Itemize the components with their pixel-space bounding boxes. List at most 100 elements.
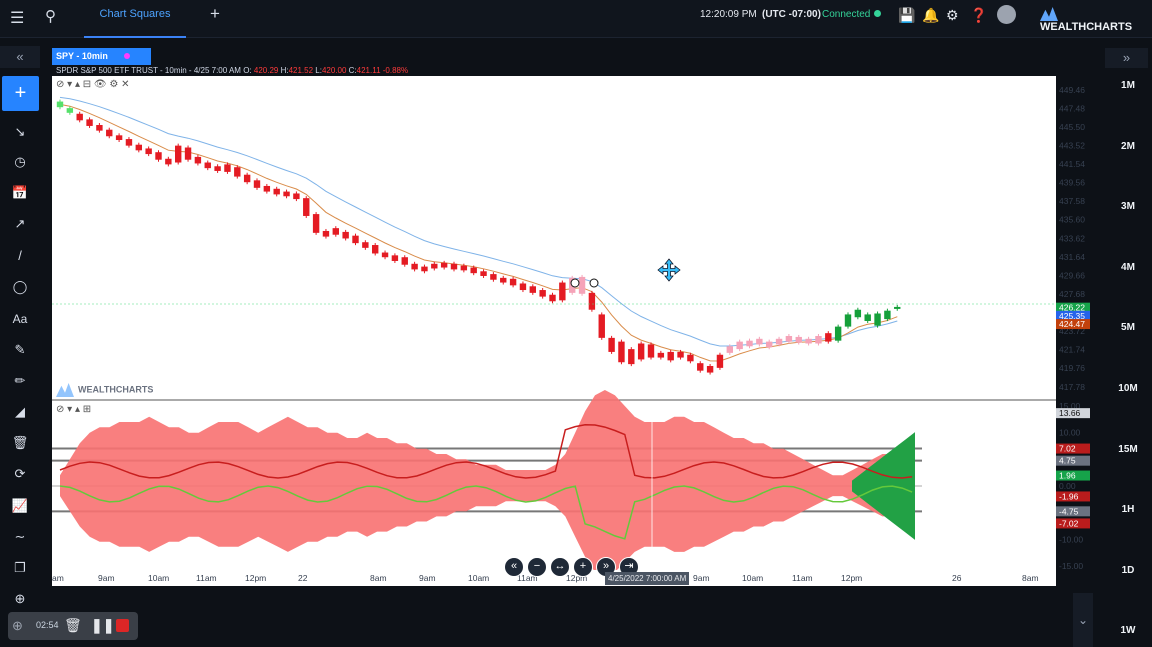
candle bbox=[736, 341, 743, 350]
line-icon[interactable]: / bbox=[18, 248, 22, 263]
timeframe-1h[interactable]: 1H bbox=[1121, 504, 1135, 516]
scroll-left-button[interactable]: « bbox=[504, 557, 524, 577]
trend-icon[interactable]: ↗ bbox=[14, 216, 26, 231]
candle bbox=[677, 351, 684, 358]
calendar-icon[interactable]: 📅 bbox=[11, 185, 29, 200]
price-tick: 441.54 bbox=[1059, 159, 1085, 169]
candle bbox=[194, 156, 202, 164]
ema-orange-line bbox=[59, 103, 898, 362]
avatar[interactable] bbox=[997, 5, 1016, 24]
clock-icon[interactable]: ◷ bbox=[14, 154, 26, 169]
menu-icon[interactable]: ☰ bbox=[10, 10, 25, 27]
timeframe-10m[interactable]: 10M bbox=[1118, 383, 1138, 394]
indicator-icon[interactable]: ↘ bbox=[14, 124, 26, 139]
recorder-trash-icon[interactable]: 🗑 bbox=[64, 617, 82, 633]
chart-plot[interactable]: ⊘ ▾ ▴ ⊟ 👁 ⚙ ✕ WEALTHCHARTS ⊘ ▾ ▴ ⊞ bbox=[52, 76, 1056, 578]
shapes-icon[interactable]: ◯ bbox=[12, 279, 28, 294]
search-icon[interactable]: ⚲ bbox=[45, 8, 56, 25]
fit-button[interactable]: ↔ bbox=[550, 557, 570, 577]
candle bbox=[844, 314, 852, 327]
collapse-left-icon[interactable]: « bbox=[0, 46, 40, 68]
trash-icon[interactable]: 🗑 bbox=[11, 435, 29, 450]
clock: 12:20:09 PM bbox=[700, 9, 757, 20]
target-icon[interactable]: ⊕ bbox=[14, 591, 26, 606]
candle bbox=[175, 145, 182, 163]
watermark-logo: WEALTHCHARTS bbox=[56, 383, 153, 397]
candle bbox=[529, 286, 536, 293]
chart-line-icon[interactable]: 📈 bbox=[11, 498, 29, 513]
symbol-color-dot-icon bbox=[123, 53, 130, 59]
timeframe-panel bbox=[1103, 46, 1152, 647]
candle bbox=[854, 309, 862, 318]
copy-icon[interactable]: ❐ bbox=[14, 560, 26, 575]
candle bbox=[125, 139, 133, 146]
candle bbox=[618, 341, 625, 363]
time-tick: 12pm bbox=[841, 573, 862, 583]
timeframe-3m[interactable]: 3M bbox=[1121, 201, 1135, 213]
wave-icon[interactable]: ∼ bbox=[14, 529, 26, 544]
candle bbox=[135, 144, 142, 151]
collapse-right-icon[interactable]: » bbox=[1105, 48, 1148, 68]
connection-status: Connected bbox=[822, 9, 882, 20]
candle bbox=[706, 365, 714, 373]
time-tick: 12pm bbox=[566, 573, 587, 583]
add-drawing-button[interactable]: + bbox=[2, 76, 39, 111]
candle bbox=[381, 252, 389, 258]
timeframe-4m[interactable]: 4M bbox=[1121, 261, 1135, 273]
chart-svg[interactable] bbox=[52, 76, 1056, 578]
close-label: C: bbox=[348, 66, 357, 75]
ruler-icon[interactable]: ✏ bbox=[14, 373, 26, 388]
text-icon[interactable]: Aa bbox=[12, 312, 28, 326]
chart-controls[interactable]: ⊘ ▾ ▴ ⊟ 👁 ⚙ ✕ bbox=[56, 79, 130, 90]
pencil-icon[interactable]: ✎ bbox=[14, 342, 26, 357]
symbol-tab[interactable]: SPY - 10min bbox=[52, 48, 151, 65]
timeframe-5m[interactable]: 5M bbox=[1121, 322, 1135, 334]
timeframe-1m[interactable]: 1M bbox=[1121, 80, 1135, 91]
connection-label: Connected bbox=[822, 9, 871, 20]
candle bbox=[667, 351, 674, 361]
time-tick: 8am bbox=[1022, 573, 1039, 583]
candle bbox=[293, 193, 300, 200]
time-tick: 9am bbox=[419, 573, 436, 583]
drawing-handle-left[interactable] bbox=[570, 278, 580, 288]
osc-tick: -15.00 bbox=[1059, 561, 1083, 570]
candle bbox=[815, 335, 822, 344]
price-tick: 439.56 bbox=[1059, 178, 1085, 188]
candle bbox=[775, 338, 783, 345]
gear-icon[interactable]: ⚙ bbox=[946, 7, 959, 23]
save-icon[interactable]: 💾 bbox=[898, 7, 916, 23]
candle bbox=[766, 341, 773, 348]
osc-controls[interactable]: ⊘ ▾ ▴ ⊞ bbox=[56, 404, 92, 415]
move-icon[interactable] bbox=[657, 258, 681, 282]
timeframe-2m[interactable]: 2M bbox=[1121, 140, 1135, 152]
measure-icon[interactable]: ◢ bbox=[15, 404, 25, 419]
candle bbox=[785, 335, 793, 342]
bell-icon[interactable]: 🔔 bbox=[922, 7, 940, 23]
recorder-stop-button[interactable] bbox=[116, 619, 129, 632]
candle bbox=[253, 180, 261, 188]
timeframe-1d[interactable]: 1D bbox=[1121, 564, 1135, 576]
timeframe-15m[interactable]: 15M bbox=[1118, 443, 1138, 455]
tab-chart-squares[interactable]: Chart Squares bbox=[84, 0, 186, 38]
recorder-pause-icon[interactable]: ❚❚ bbox=[91, 617, 115, 633]
ohlc-info: SPDR S&P 500 ETF TRUST - 10min - 4/25 7:… bbox=[56, 66, 408, 75]
candle bbox=[884, 310, 891, 320]
price-tick: 417.78 bbox=[1059, 382, 1085, 392]
zoom-out-button[interactable]: − bbox=[527, 557, 547, 577]
osc-badge bbox=[1056, 455, 1090, 466]
candle bbox=[421, 266, 428, 272]
scroll-down-icon[interactable]: ⌄ bbox=[1073, 593, 1093, 647]
add-tab-button[interactable]: + bbox=[210, 4, 220, 23]
zoom-in-button[interactable]: + bbox=[573, 557, 593, 577]
drawing-handle-right[interactable] bbox=[589, 278, 599, 288]
time-tick: 9am bbox=[693, 573, 710, 583]
help-icon[interactable]: ❓ bbox=[970, 7, 988, 23]
refresh-icon[interactable]: ⟳ bbox=[14, 466, 26, 481]
price-tick: 431.64 bbox=[1059, 252, 1085, 262]
candle bbox=[106, 129, 113, 137]
candle bbox=[391, 255, 399, 261]
timeframe-1w[interactable]: 1W bbox=[1120, 625, 1136, 637]
osc-red-line bbox=[59, 424, 913, 479]
time-tick: 10am bbox=[742, 573, 763, 583]
candle bbox=[342, 231, 349, 239]
